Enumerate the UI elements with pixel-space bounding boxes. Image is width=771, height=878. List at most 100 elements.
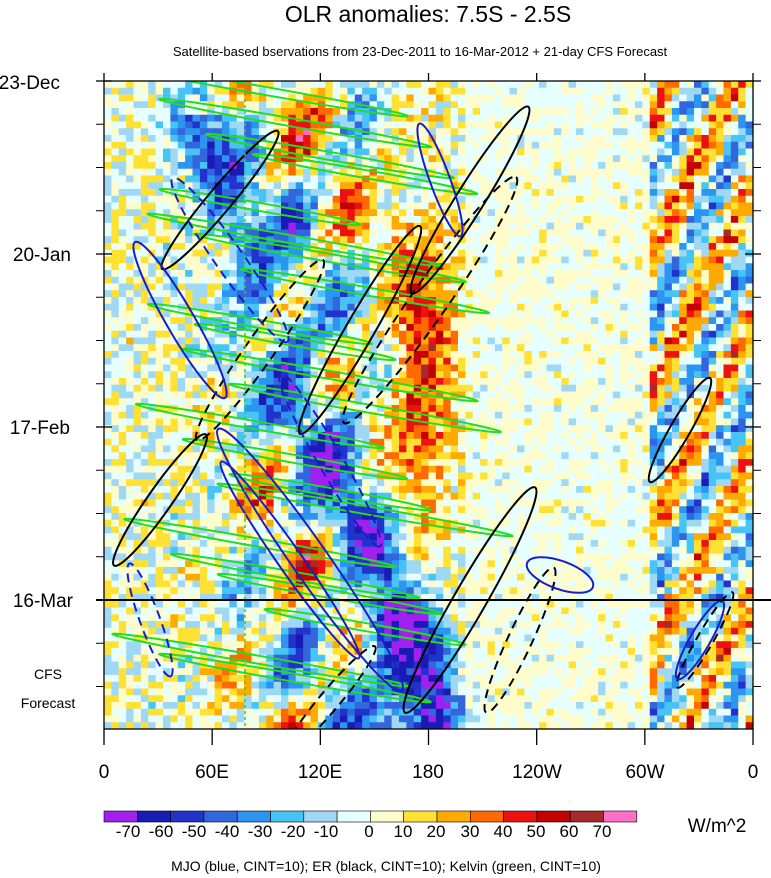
heatmap-cell bbox=[708, 256, 717, 264]
heatmap-cell bbox=[155, 222, 164, 230]
heatmap-cell bbox=[642, 81, 651, 89]
heatmap-cell bbox=[244, 445, 252, 453]
heatmap-cell bbox=[494, 378, 503, 386]
heatmap-cell bbox=[177, 391, 186, 399]
heatmap-cell bbox=[605, 148, 614, 156]
heatmap-cell bbox=[192, 141, 201, 149]
heatmap-cell bbox=[222, 148, 230, 156]
heatmap-cell bbox=[303, 135, 311, 143]
heatmap-cell bbox=[745, 135, 753, 143]
heatmap-cell bbox=[435, 175, 444, 183]
heatmap-cell bbox=[546, 459, 555, 467]
heatmap-cell bbox=[649, 175, 658, 183]
heatmap-cell bbox=[583, 108, 592, 116]
heatmap-cell bbox=[325, 445, 334, 453]
heatmap-cell bbox=[281, 310, 289, 318]
heatmap-cell bbox=[170, 229, 179, 237]
heatmap-cell bbox=[236, 243, 245, 251]
heatmap-cell bbox=[133, 337, 142, 345]
heatmap-cell bbox=[620, 418, 629, 426]
heatmap-cell bbox=[288, 195, 297, 203]
heatmap-cell bbox=[140, 303, 149, 311]
heatmap-cell bbox=[185, 175, 193, 183]
heatmap-cell bbox=[163, 141, 171, 149]
heatmap-cell bbox=[598, 438, 606, 446]
heatmap-cell bbox=[553, 114, 562, 122]
heatmap-cell bbox=[133, 411, 142, 419]
heatmap-cell bbox=[170, 270, 179, 278]
heatmap-cell bbox=[546, 155, 555, 163]
heatmap-cell bbox=[170, 371, 179, 379]
heatmap-cell bbox=[163, 445, 171, 453]
heatmap-cell bbox=[642, 114, 651, 122]
heatmap-cell bbox=[568, 175, 577, 183]
heatmap-cell bbox=[450, 303, 459, 311]
heatmap-cell bbox=[524, 303, 533, 311]
heatmap-cell bbox=[657, 216, 665, 224]
heatmap-cell bbox=[192, 108, 201, 116]
heatmap-cell bbox=[140, 378, 149, 386]
heatmap-cell bbox=[458, 432, 466, 440]
heatmap-cell bbox=[701, 216, 710, 224]
heatmap-cell bbox=[229, 108, 238, 116]
heatmap-cell bbox=[214, 371, 223, 379]
heatmap-cell bbox=[590, 162, 599, 170]
heatmap-cell bbox=[612, 162, 621, 170]
heatmap-cell bbox=[465, 432, 474, 440]
heatmap-cell bbox=[458, 141, 466, 149]
heatmap-cell bbox=[244, 263, 252, 271]
heatmap-cell bbox=[539, 303, 547, 311]
heatmap-cell bbox=[266, 351, 275, 359]
heatmap-cell bbox=[258, 87, 267, 95]
heatmap-cell bbox=[539, 155, 547, 163]
heatmap-cell bbox=[332, 276, 341, 284]
heatmap-cell bbox=[738, 283, 747, 291]
heatmap-cell bbox=[266, 249, 275, 257]
heatmap-cell bbox=[236, 452, 245, 460]
heatmap-cell bbox=[369, 216, 378, 224]
heatmap-cell bbox=[325, 229, 334, 237]
heatmap-cell bbox=[539, 324, 547, 332]
heatmap-cell bbox=[384, 344, 393, 352]
heatmap-cell bbox=[207, 229, 216, 237]
heatmap-cell bbox=[649, 364, 658, 372]
heatmap-cell bbox=[524, 182, 533, 190]
heatmap-cell bbox=[325, 378, 334, 386]
heatmap-cell bbox=[708, 108, 717, 116]
heatmap-cell bbox=[568, 216, 577, 224]
heatmap-cell bbox=[517, 418, 525, 426]
heatmap-cell bbox=[104, 175, 112, 183]
heatmap-cell bbox=[487, 384, 496, 392]
heatmap-cell bbox=[472, 222, 481, 230]
heatmap-cell bbox=[251, 148, 260, 156]
heatmap-cell bbox=[598, 216, 606, 224]
heatmap-cell bbox=[244, 378, 252, 386]
heatmap-cell bbox=[384, 243, 393, 251]
heatmap-cell bbox=[531, 290, 540, 298]
heatmap-cell bbox=[671, 398, 680, 406]
heatmap-cell bbox=[480, 121, 488, 129]
heatmap-cell bbox=[590, 249, 599, 257]
heatmap-cell bbox=[163, 162, 171, 170]
heatmap-cell bbox=[605, 195, 614, 203]
heatmap-cell bbox=[472, 114, 481, 122]
heatmap-cell bbox=[745, 175, 753, 183]
heatmap-cell bbox=[104, 276, 112, 284]
heatmap-cell bbox=[118, 317, 127, 325]
heatmap-cell bbox=[716, 276, 724, 284]
heatmap-cell bbox=[435, 101, 444, 109]
heatmap-cell bbox=[288, 148, 297, 156]
heatmap-cell bbox=[104, 357, 112, 365]
heatmap-cell bbox=[590, 317, 599, 325]
heatmap-cell bbox=[524, 222, 533, 230]
heatmap-cell bbox=[502, 135, 511, 143]
heatmap-cell bbox=[170, 141, 179, 149]
heatmap-cell bbox=[170, 324, 179, 332]
heatmap-cell bbox=[369, 222, 378, 230]
heatmap-cell bbox=[465, 101, 474, 109]
heatmap-cell bbox=[561, 378, 570, 386]
heatmap-cell bbox=[354, 452, 363, 460]
heatmap-cell bbox=[745, 337, 753, 345]
heatmap-cell bbox=[708, 114, 717, 122]
heatmap-cell bbox=[708, 425, 717, 433]
